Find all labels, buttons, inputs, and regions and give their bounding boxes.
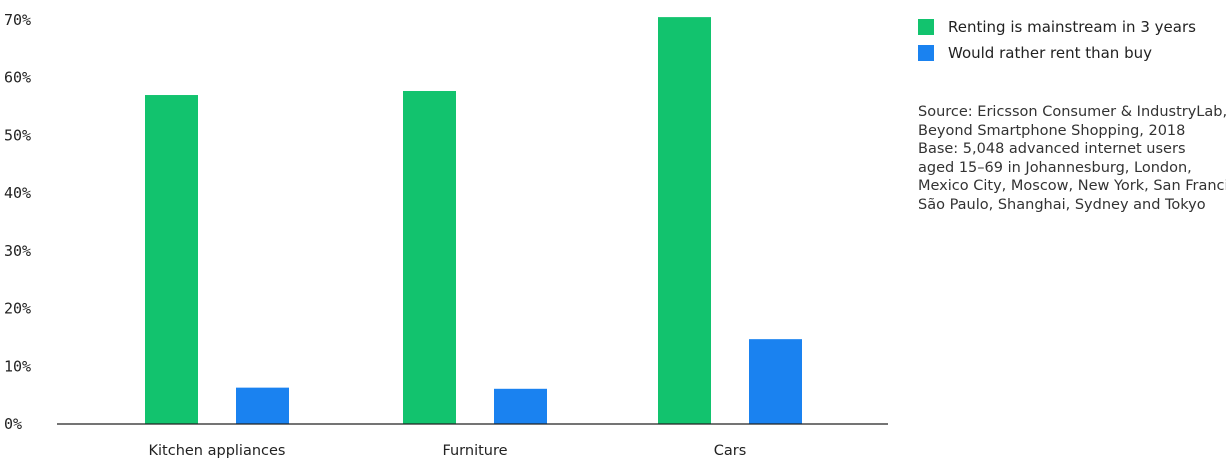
legend-swatch-blue (918, 45, 934, 61)
bar-furniture-series-2 (494, 388, 547, 424)
y-tick-label: 60% (4, 69, 31, 87)
source-line: São Paulo, Shanghai, Sydney and Tokyo (918, 196, 1206, 213)
bar-cars-series-2 (749, 339, 802, 424)
x-category-label: Kitchen appliances (149, 443, 286, 459)
source-line: aged 15–69 in Johannesburg, London, (918, 159, 1192, 176)
y-tick-label: 50% (4, 126, 31, 144)
source-line: Source: Ericsson Consumer & IndustryLab, (918, 104, 1226, 120)
y-tick-label: 40% (4, 184, 31, 202)
source-line: Beyond Smartphone Shopping, 2018 (918, 122, 1186, 139)
source-line: Mexico City, Moscow, New York, San Franc… (918, 178, 1226, 194)
y-tick-label: 70% (4, 11, 31, 29)
y-tick-label: 10% (4, 357, 31, 375)
bar-cars-series-1 (658, 17, 711, 424)
legend-item-renting-mainstream: Renting is mainstream in 3 years (918, 14, 1226, 40)
x-category-label: Cars (714, 443, 747, 459)
legend-swatch-green (918, 19, 934, 35)
legend: Renting is mainstream in 3 years Would r… (918, 14, 1226, 66)
source-note: Source: Ericsson Consumer & IndustryLab,… (918, 103, 1226, 214)
bar-furniture-series-1 (403, 90, 456, 424)
bar-kitchen-appliances-series-2 (236, 387, 289, 424)
y-tick-label: 20% (4, 300, 31, 318)
legend-item-rather-rent: Would rather rent than buy (918, 40, 1226, 66)
x-category-label: Furniture (442, 443, 507, 459)
legend-label: Renting is mainstream in 3 years (948, 18, 1196, 36)
source-line: Base: 5,048 advanced internet users (918, 141, 1186, 157)
y-tick-label: 30% (4, 242, 31, 260)
legend-label: Would rather rent than buy (948, 44, 1152, 62)
y-tick-label: 0% (4, 415, 22, 433)
bar-kitchen-appliances-series-1 (145, 95, 198, 425)
bar-chart: 0% 10% 20% 30% 40% 50% 60% 70% Kitchen applianc… (4, 11, 888, 459)
